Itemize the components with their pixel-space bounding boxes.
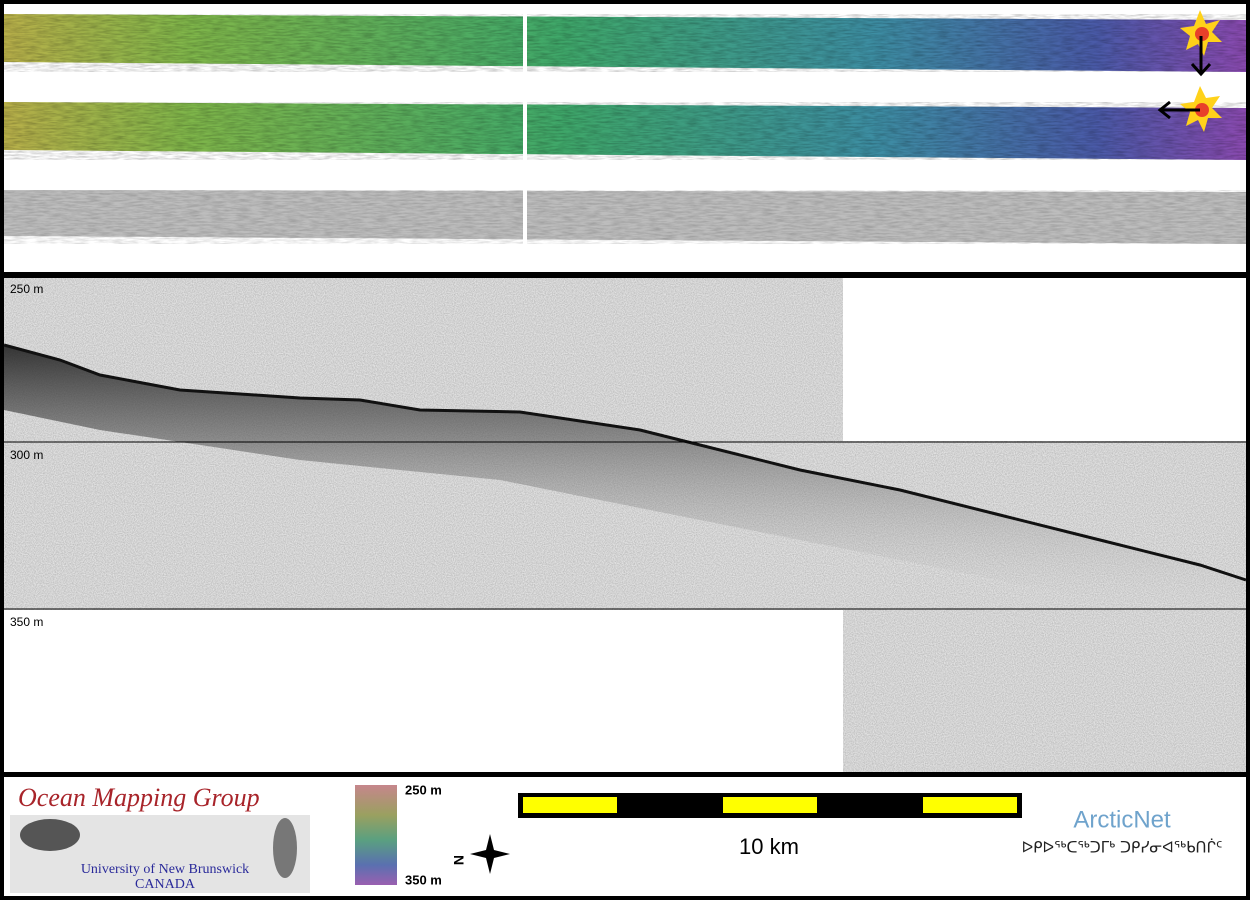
color-bar-label: 250 m (405, 782, 442, 797)
omg-logo (10, 815, 310, 893)
backscatter-strip (4, 190, 1246, 244)
echogram (3, 278, 1247, 772)
relief-strip (4, 14, 1246, 72)
relief-strip (4, 102, 1246, 160)
logo-country: CANADA (135, 877, 196, 892)
depth-label: 300 m (10, 448, 43, 462)
depth-label: 250 m (10, 282, 43, 296)
color-bar (355, 785, 397, 885)
compass (470, 834, 510, 874)
color-bar-label: 350 m (405, 872, 442, 887)
partner-name: ArcticNet (1073, 806, 1171, 833)
logo-title: Ocean Mapping Group (18, 783, 260, 812)
depth-label: 350 m (10, 615, 43, 629)
logo-university: University of New Brunswick (81, 862, 249, 877)
partner-syllabics: ᐅᑭᐅᖅᑕᖅᑐᒥᒃ ᑐᑭᓯᓂᐊᖅᑲᑎᒌᑦ (1022, 839, 1223, 857)
sun-icon (1157, 86, 1222, 132)
compass-label: N (451, 855, 467, 865)
sun-icon (1180, 10, 1222, 77)
strip-gap (523, 10, 527, 250)
scale-bar (518, 793, 1022, 818)
scale-label: 10 km (739, 834, 799, 859)
